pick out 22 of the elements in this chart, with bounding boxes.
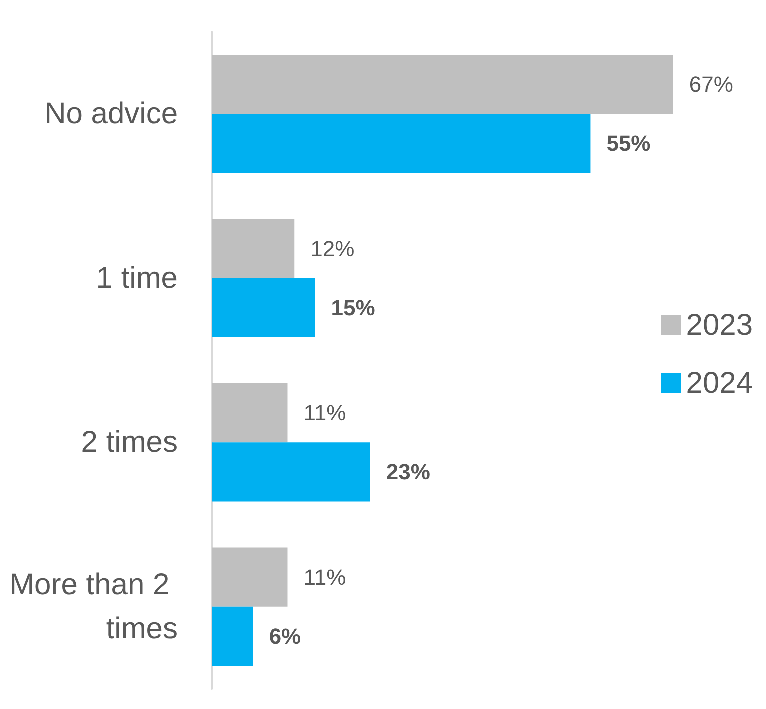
legend-label: 2024 [686,367,754,400]
bar [212,442,370,502]
data-label: 11% [304,564,346,590]
bar [212,548,288,607]
data-label: 55% [606,131,651,156]
data-label: 11% [304,400,346,426]
y-tick-label: 2 times [81,426,178,460]
bar [212,219,295,278]
data-label: 6% [269,624,302,649]
bar [212,606,254,666]
y-tick-label: More than 2 times [10,568,178,646]
y-tick-label: No advice [44,98,178,131]
data-label: 67% [689,72,734,98]
data-label: 12% [310,236,355,262]
bar [212,54,674,114]
data-label: 15% [331,295,376,320]
bar [212,114,591,174]
legend-label: 2023 [686,309,754,342]
y-tick-label: 1 time [96,262,178,295]
data-label: 23% [386,460,430,485]
bar [212,383,288,443]
bar [212,278,316,338]
